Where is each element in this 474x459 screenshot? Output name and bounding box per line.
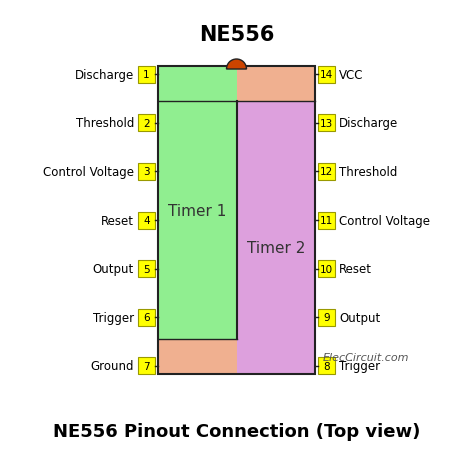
Bar	[158, 67, 237, 339]
Text: 4: 4	[143, 216, 150, 225]
Bar	[138, 67, 155, 84]
Bar	[138, 358, 155, 375]
Text: Timer 1: Timer 1	[168, 203, 227, 218]
Bar	[138, 163, 155, 180]
Text: 8: 8	[323, 361, 330, 371]
Text: 3: 3	[143, 167, 150, 177]
Text: 14: 14	[320, 70, 333, 80]
Text: Output: Output	[93, 263, 134, 275]
Text: Control Voltage: Control Voltage	[339, 214, 430, 227]
Bar	[138, 261, 155, 278]
Text: Trigger: Trigger	[339, 360, 380, 373]
Text: 9: 9	[323, 313, 330, 323]
Text: Reset: Reset	[101, 214, 134, 227]
Bar	[237, 102, 315, 374]
Bar	[318, 212, 335, 229]
Text: 12: 12	[320, 167, 333, 177]
Text: 6: 6	[143, 313, 150, 323]
Text: Threshold: Threshold	[339, 166, 397, 179]
Bar	[138, 115, 155, 132]
Text: ElecCircuit.com: ElecCircuit.com	[323, 352, 410, 362]
Text: Reset: Reset	[339, 263, 372, 275]
Text: Threshold: Threshold	[76, 117, 134, 130]
Text: 1: 1	[143, 70, 150, 80]
Bar	[318, 261, 335, 278]
Bar	[158, 67, 315, 374]
Text: 10: 10	[320, 264, 333, 274]
Text: VCC: VCC	[339, 68, 364, 81]
Bar	[318, 358, 335, 375]
Text: Ground: Ground	[91, 360, 134, 373]
Text: Timer 2: Timer 2	[246, 241, 305, 256]
Wedge shape	[227, 60, 246, 70]
Text: 13: 13	[320, 118, 333, 129]
Text: Output: Output	[339, 311, 380, 324]
Bar	[158, 67, 315, 374]
Bar	[138, 309, 155, 326]
Bar	[318, 309, 335, 326]
Text: 11: 11	[320, 216, 333, 225]
Text: NE556 Pinout Connection (Top view): NE556 Pinout Connection (Top view)	[53, 422, 421, 440]
Text: Discharge: Discharge	[75, 68, 134, 81]
Text: Control Voltage: Control Voltage	[43, 166, 134, 179]
Bar	[138, 212, 155, 229]
Text: NE556: NE556	[199, 25, 274, 45]
Text: 5: 5	[143, 264, 150, 274]
Bar	[318, 115, 335, 132]
Text: Discharge: Discharge	[339, 117, 398, 130]
Text: 2: 2	[143, 118, 150, 129]
Text: Trigger: Trigger	[93, 311, 134, 324]
Bar	[318, 67, 335, 84]
Bar	[318, 163, 335, 180]
Text: 7: 7	[143, 361, 150, 371]
